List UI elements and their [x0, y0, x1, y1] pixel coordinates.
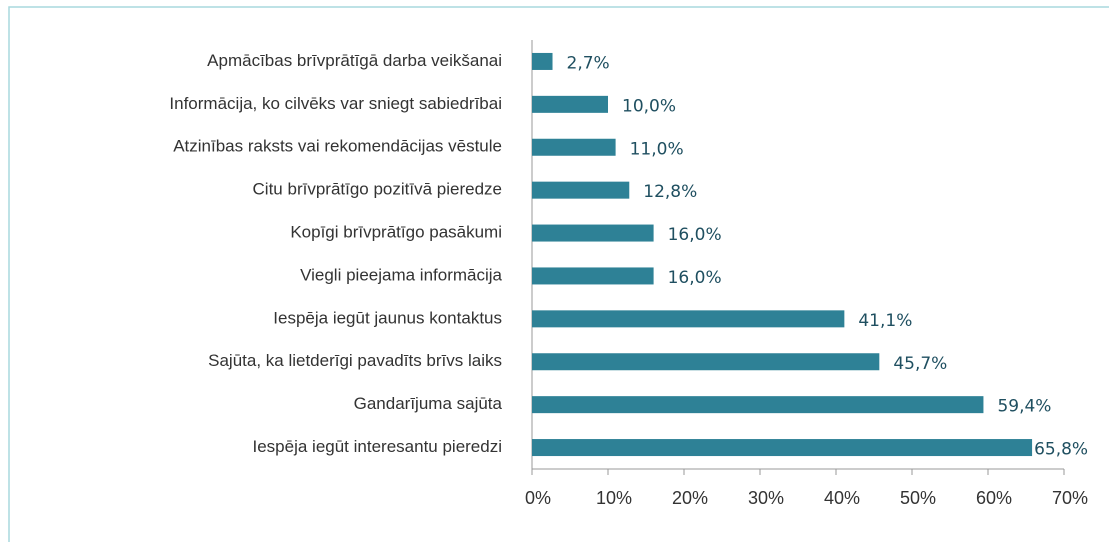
data-label: 2,7% [567, 53, 610, 73]
y-tick-label: Atzinības raksts vai rekomendācijas vēst… [173, 137, 502, 156]
bar [532, 267, 654, 285]
bar [532, 181, 630, 199]
x-tick-label: 20% [672, 488, 708, 508]
x-tick-label: 0% [525, 488, 551, 508]
x-tick-label: 10% [596, 488, 632, 508]
bar [532, 353, 880, 371]
data-label: 65,8% [1034, 440, 1088, 460]
data-label: 16,0% [668, 268, 722, 288]
y-tick-label: Iespēja iegūt interesantu pieredzi [253, 437, 503, 456]
data-label: 12,8% [643, 182, 697, 202]
y-tick-label: Viegli pieejama informācija [300, 265, 502, 284]
x-tick-label: 70% [1052, 488, 1088, 508]
bar [532, 138, 616, 156]
y-tick-label: Gandarījuma sajūta [354, 394, 503, 413]
bar [532, 310, 845, 328]
y-tick-label: Iespēja iegūt jaunus kontaktus [273, 308, 502, 327]
bar [532, 224, 654, 242]
y-tick-label: Citu brīvprātīgo pozitīvā pieredze [253, 180, 502, 199]
bar [532, 396, 984, 414]
data-label: 59,4% [997, 397, 1051, 417]
x-tick-label: 50% [900, 488, 936, 508]
x-tick-label: 40% [824, 488, 860, 508]
y-tick-label: Kopīgi brīvprātīgo pasākumi [290, 223, 502, 242]
bar [532, 439, 1033, 457]
y-tick-label: Sajūta, ka lietderīgi pavadīts brīvs lai… [208, 351, 502, 370]
y-tick-label: Apmācības brīvprātīgā darba veikšanai [207, 51, 502, 70]
data-label: 10,0% [622, 96, 676, 116]
frame [8, 6, 1109, 542]
x-tick-label: 30% [748, 488, 784, 508]
data-label: 11,0% [630, 139, 684, 159]
bar [532, 95, 608, 113]
bar [532, 52, 553, 70]
y-tick-label: Informācija, ko cilvēks var sniegt sabie… [169, 94, 502, 113]
data-label: 41,1% [858, 311, 912, 331]
data-label: 45,7% [893, 354, 947, 374]
x-tick-label: 60% [976, 488, 1012, 508]
data-label: 16,0% [668, 225, 722, 245]
